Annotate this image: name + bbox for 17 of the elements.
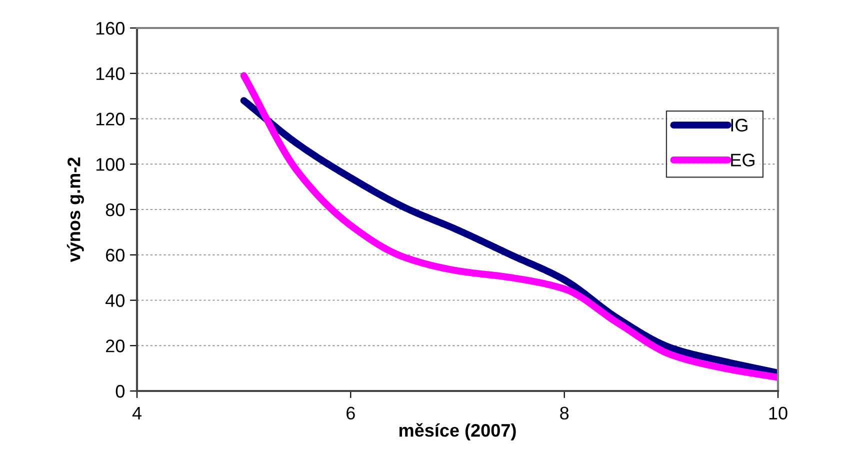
- y-tick-label: 100: [96, 158, 124, 171]
- legend-label: IG: [731, 118, 748, 132]
- x-axis-title: měsíce (2007): [399, 423, 516, 440]
- legend-label: EG: [731, 154, 754, 166]
- y-tick-label: 60: [106, 248, 124, 262]
- y-tick-label: 160: [96, 22, 124, 35]
- y-tick-label: 80: [106, 203, 124, 216]
- y-tick-label: 20: [106, 340, 124, 352]
- y-tick-label: 40: [106, 294, 124, 307]
- y-tick-label: 140: [96, 67, 124, 80]
- y-axis-title: výnos g.m-2: [66, 158, 84, 262]
- x-tick-label: 10: [769, 406, 788, 420]
- x-tick-label: 4: [132, 406, 142, 420]
- y-tick-label: 120: [96, 112, 124, 126]
- y-tick-label: 0: [116, 384, 124, 398]
- x-tick-label: 6: [346, 406, 355, 420]
- x-tick-label: 8: [560, 406, 569, 420]
